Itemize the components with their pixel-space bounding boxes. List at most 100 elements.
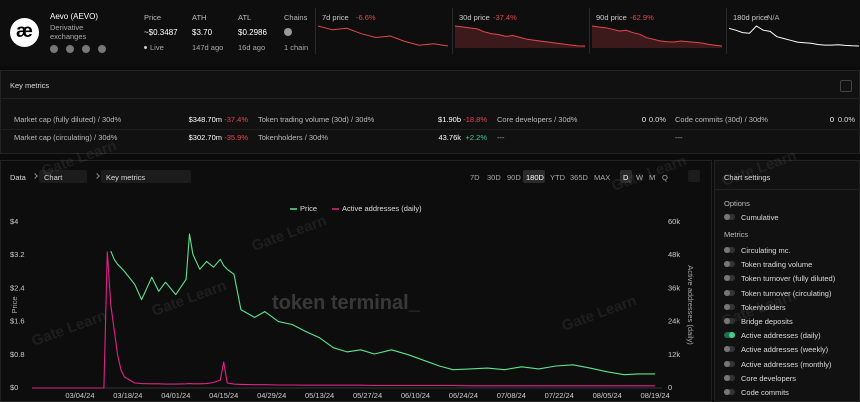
metric-change: -18.8% [463,115,487,124]
spark-label: 30d price [459,13,490,22]
stat-label: Price [144,13,162,22]
toggle-knob [724,318,730,324]
metric-label: Tokenholders / 30d% [258,133,329,142]
stat-value: ~$0.3487 [144,28,178,37]
legend-label: Active addresses (daily) [342,204,422,213]
metric-label: --- [675,133,683,142]
metric-change: -37.4% [224,115,248,124]
stat-label: ATL [238,13,252,22]
stat-value: $0.2986 [238,28,267,37]
toggle-label[interactable]: Tokenholders [741,302,786,312]
x-tick-label: 06/24/24 [449,391,478,400]
group-title: Metrics [724,230,749,239]
x-tick-label: 05/27/24 [353,391,382,400]
spark-line [592,25,722,47]
stat-value: $3.70 [192,28,213,37]
social-icon[interactable] [98,45,106,53]
metric-change: 0.0% [648,115,666,124]
metric-value: 43.76k [438,133,461,142]
toggle-label[interactable]: Circulating mc. [741,246,791,255]
toggle-label[interactable]: Active addresses (weekly) [741,345,829,355]
x-tick-label: 07/08/24 [497,391,526,400]
watermark: token terminal_ [272,292,420,314]
range-button[interactable]: 30D [487,173,501,182]
metric-label: Core developers / 30d% [497,115,578,124]
y-tick-label: $3.2 [10,250,25,259]
group-title: Options [724,199,750,208]
toggle-label[interactable]: Cumulative [741,213,779,222]
divider [714,189,860,190]
toggle-label[interactable]: Code commits [741,388,789,397]
metric-value: $1.90b [438,115,461,124]
x-tick-label: 08/05/24 [593,391,622,400]
toggle-label[interactable]: Active addresses (daily) [741,331,821,341]
spark-label: 180d price [733,13,769,22]
stat-note: 1 chain [284,43,309,52]
range-button[interactable]: 7D [470,173,480,182]
toggle-knob [724,261,730,268]
social-icon[interactable] [50,45,58,53]
sparkline [318,25,448,47]
dropdown[interactable] [39,170,87,183]
toggle-knob [729,332,735,339]
interval-button[interactable]: M [649,173,656,182]
range-button[interactable]: 90D [507,173,521,182]
token-category: Derivative exchanges [50,23,87,41]
metric-change: -35.9% [224,133,248,142]
interval-button[interactable]: D [623,173,629,182]
toggle-label[interactable]: Active addresses (monthly) [741,359,832,369]
y-tick-label: $4 [10,217,18,226]
spark-line [729,25,859,47]
stat-note: 147d ago [192,43,224,52]
spark-divider [726,8,727,54]
divider [0,98,860,99]
settings-title: Chart settings [724,173,771,182]
toggle-label[interactable]: Token turnover (fully diluted) [741,274,836,284]
breadcrumb[interactable]: Key metrics [106,173,146,182]
help-icon[interactable] [840,80,852,92]
stat-note: Live [150,43,164,52]
spark-divider [315,8,316,54]
spark-change: N/A [767,13,780,22]
toggle-label[interactable]: Core developers [741,373,797,383]
social-icon[interactable] [82,45,90,53]
toggle-label[interactable]: Token turnover (circulating) [741,288,832,298]
toggle-knob [724,247,730,253]
toggle-label[interactable]: Bridge deposits [741,317,793,326]
interval-active [620,170,632,183]
spark-area [455,26,585,48]
y2-tick-label: 60k [668,217,680,226]
metric-value: $348.70m [188,115,222,124]
range-button[interactable]: 180D [526,173,544,182]
x-tick-label: 08/19/24 [641,391,670,400]
y2-tick-label: 36k [668,283,680,292]
spark-area [592,26,722,48]
y-axis-title: Price [10,296,19,313]
toggle-knob [724,346,730,353]
range-button[interactable]: MAX [594,173,611,182]
toggle-knob [724,275,730,282]
interval-button[interactable]: W [636,173,644,182]
header-bar [0,0,860,66]
toggle-label[interactable]: Token trading volume [741,260,813,270]
series-line [110,233,656,376]
range-button[interactable]: YTD [550,173,565,182]
live-dot [144,46,147,49]
menu-button[interactable] [688,170,700,182]
metric-value: $302.70m [188,133,222,142]
y2-tick-label: 12k [668,350,680,359]
sparkline [729,25,859,47]
social-icon[interactable] [66,45,74,53]
x-tick-label: 07/22/24 [545,391,574,400]
toggle-knob [724,389,730,395]
section-title: Key metrics [10,81,50,90]
breadcrumb[interactable]: Chart [44,173,63,182]
dropdown[interactable] [101,170,191,183]
y-tick-label: $1.6 [10,317,25,326]
x-tick-label: 04/29/24 [257,391,286,400]
range-button[interactable]: 365D [570,173,588,182]
interval-button[interactable]: Q [662,173,668,182]
x-tick-label: 05/13/24 [305,391,334,400]
token-name: Aevo (AEVO) [50,12,99,21]
